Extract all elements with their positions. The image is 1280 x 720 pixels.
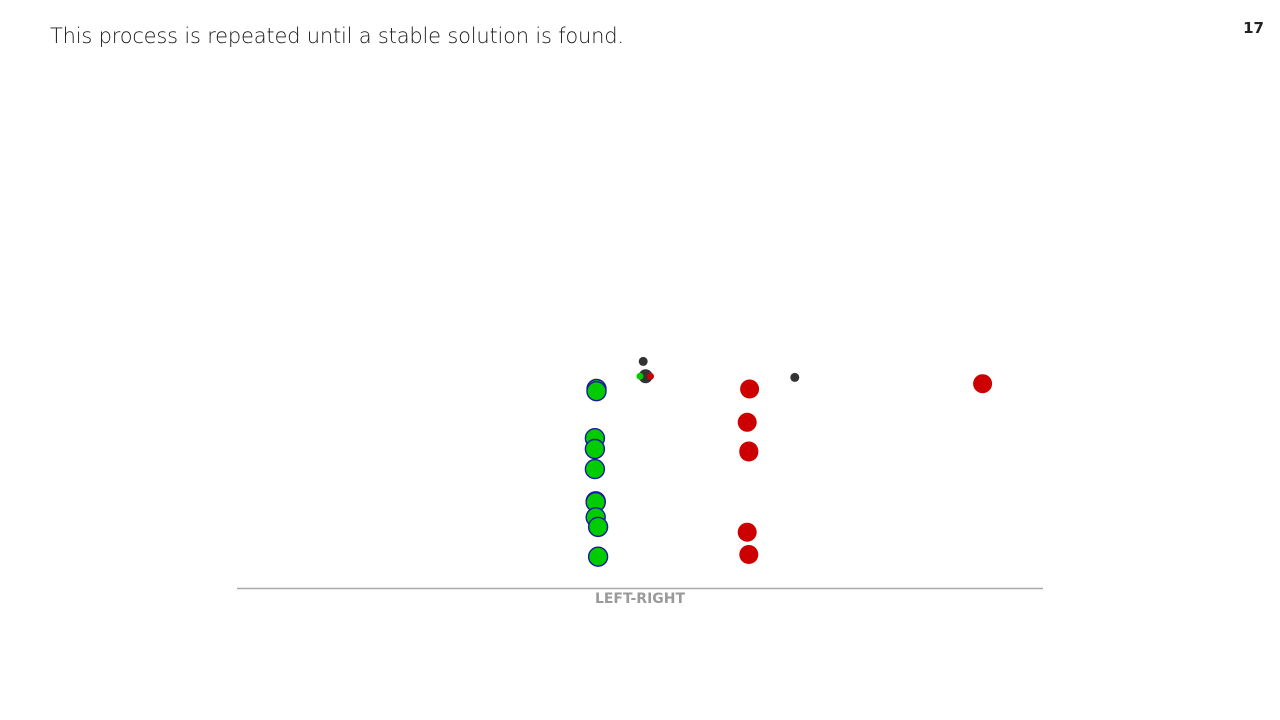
data-point-series-2-5 <box>737 522 757 542</box>
data-point-series-1-4 <box>584 438 606 460</box>
centroid-marker-3 <box>636 372 644 380</box>
centroid-marker-2 <box>638 369 653 384</box>
x-axis-label: LEFT-RIGHT <box>595 591 686 607</box>
data-point-series-2-1 <box>740 379 760 399</box>
data-point-series-2-7 <box>973 374 993 394</box>
data-point-series-1-2 <box>586 381 607 402</box>
slide-title: This process is repeated until a stable … <box>50 24 624 48</box>
data-point-series-2-4 <box>739 442 759 462</box>
centroid-marker-5 <box>790 372 800 382</box>
points-layer <box>584 356 993 567</box>
data-point-series-2-2 <box>737 412 757 432</box>
data-point-series-2-6 <box>739 545 759 564</box>
centroid-marker-4 <box>647 372 654 380</box>
data-point-series-1-9 <box>587 516 609 538</box>
data-point-series-1-10 <box>587 546 609 567</box>
data-point-series-1-5 <box>584 458 606 480</box>
centroid-marker-1 <box>638 356 648 366</box>
page-number: 17 <box>1243 19 1264 37</box>
